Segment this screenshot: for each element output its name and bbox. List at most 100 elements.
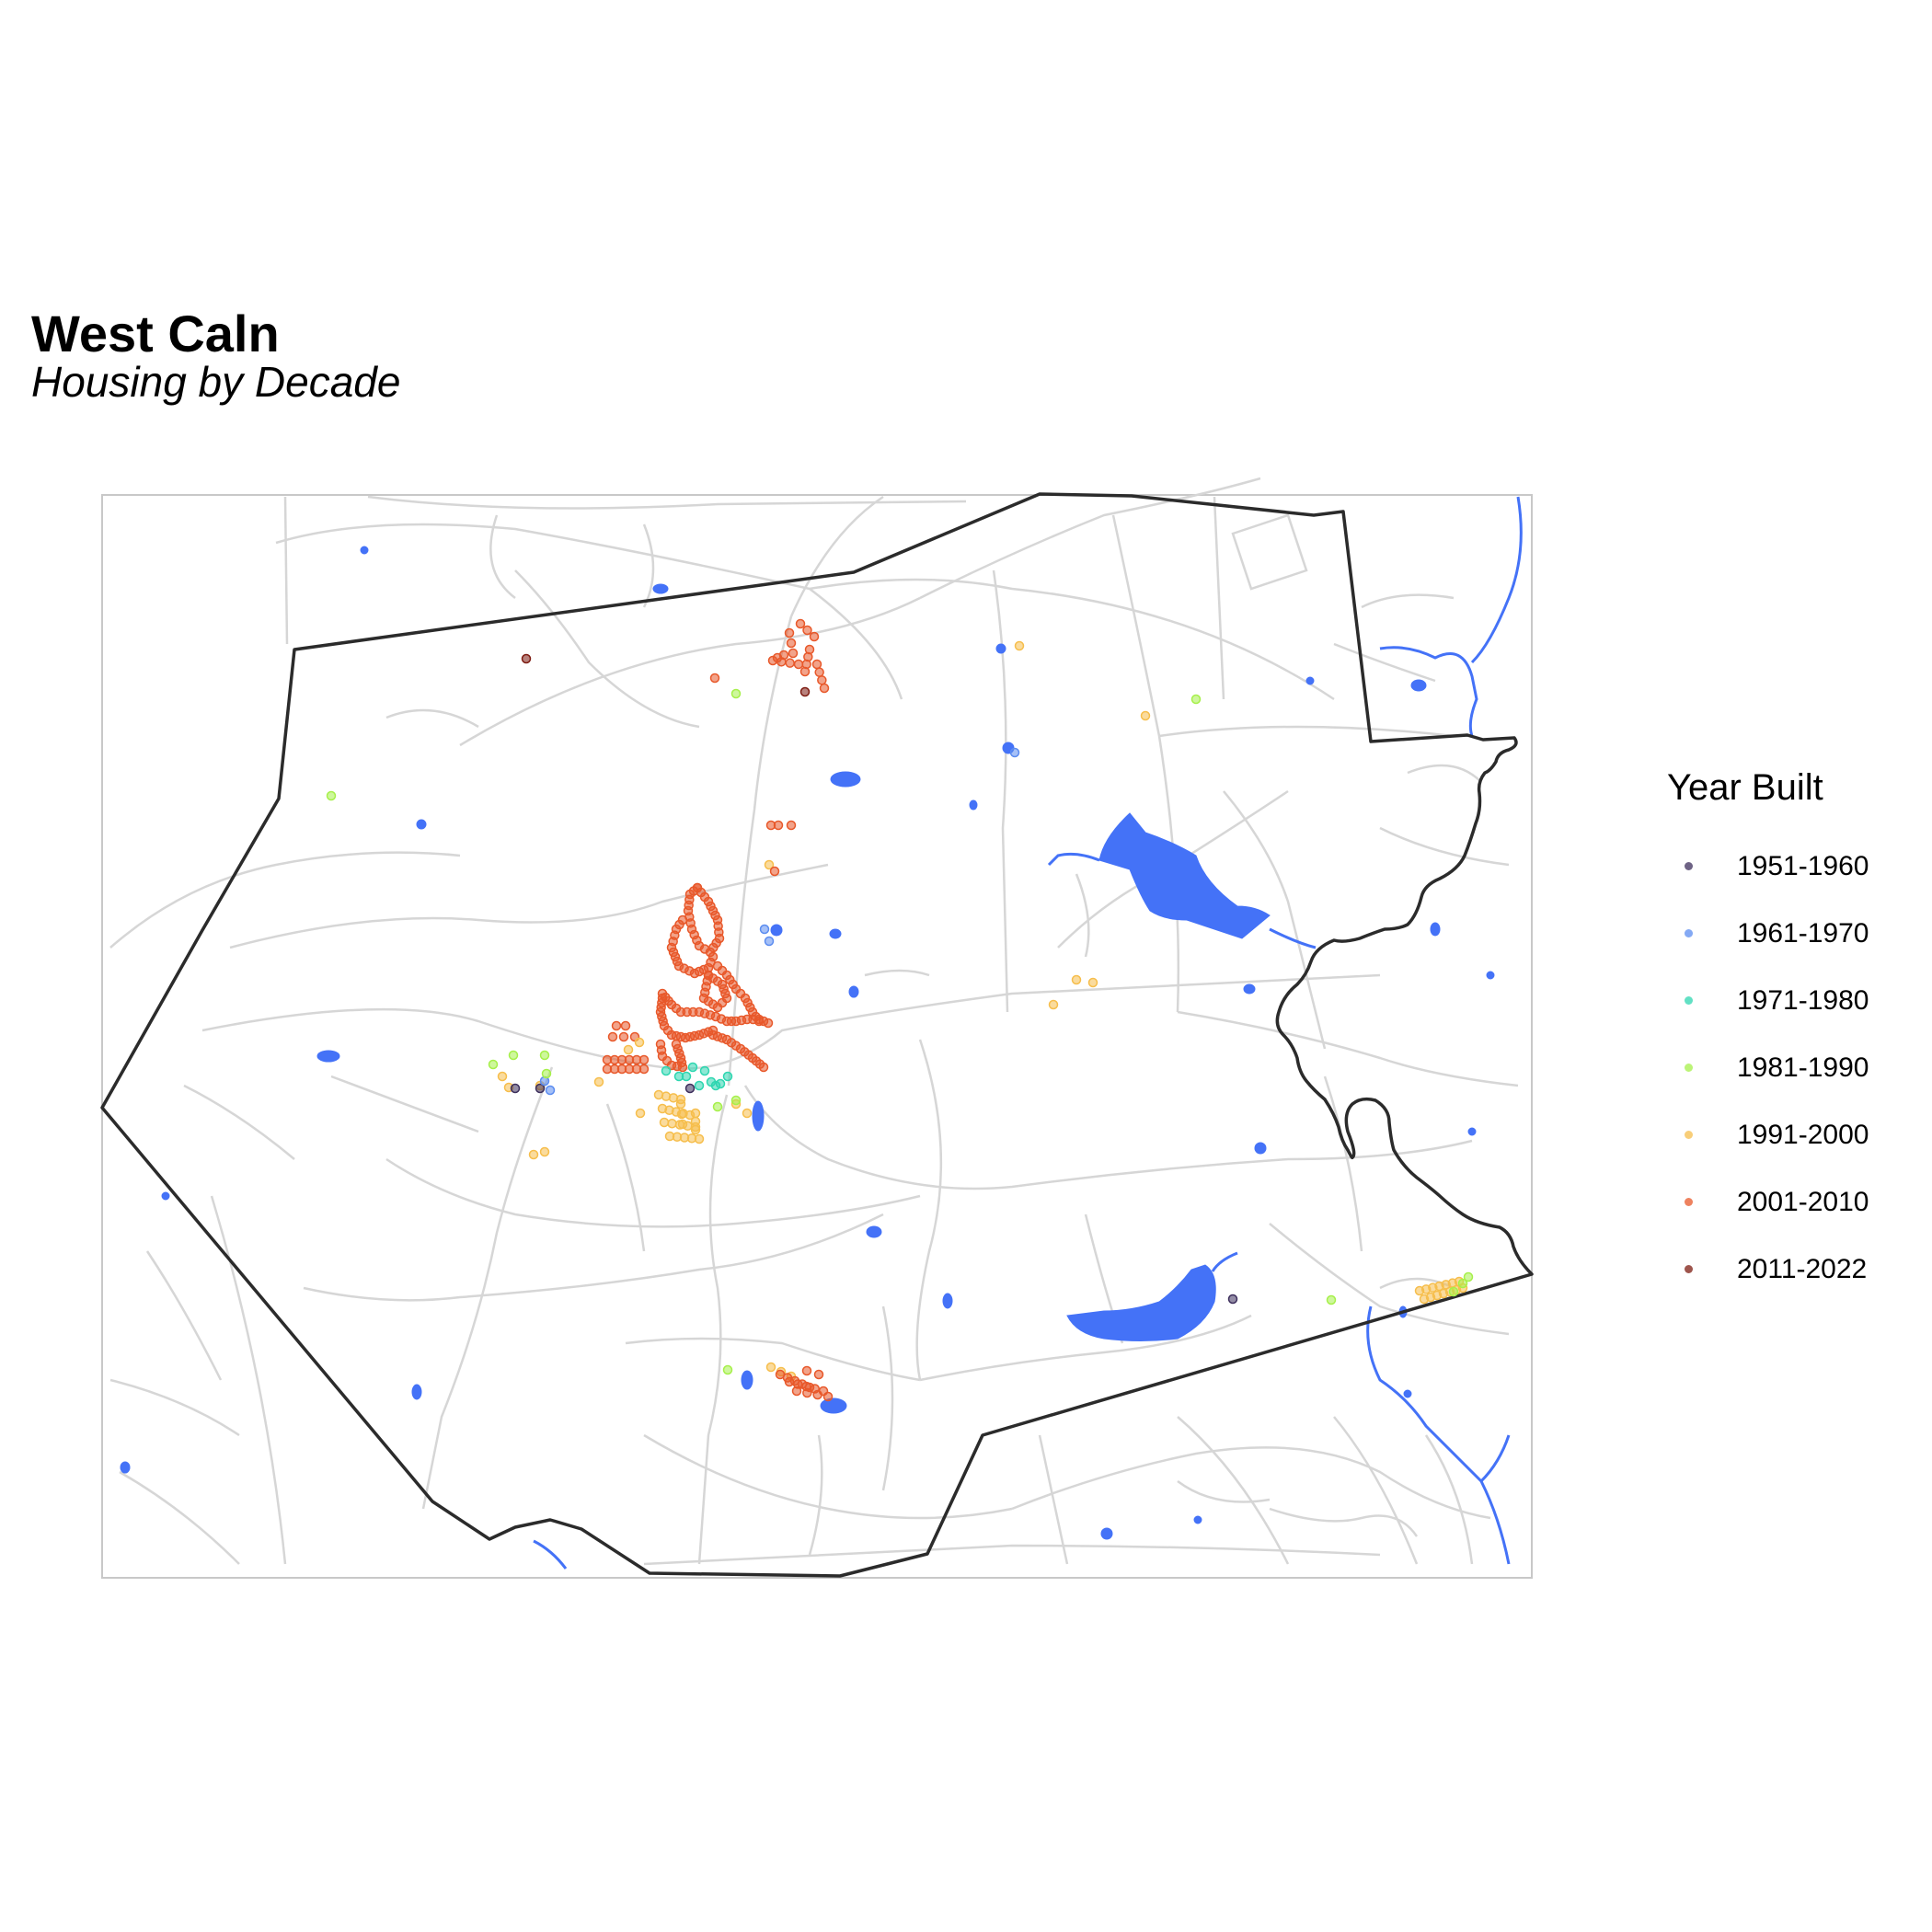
- housing-point: [817, 675, 827, 685]
- housing-point: [508, 1050, 519, 1061]
- housing-point: [763, 1018, 774, 1029]
- housing-point: [620, 1020, 631, 1031]
- housing-point: [799, 686, 811, 697]
- housing-point: [687, 1062, 698, 1073]
- legend-item-1951-1960: 1951-1960: [1667, 833, 1869, 900]
- legend-label: 1991-2000: [1737, 1119, 1869, 1150]
- housing-point: [1048, 999, 1059, 1010]
- legend-item-1991-2000: 1991-2000: [1667, 1101, 1869, 1168]
- housing-point: [822, 1391, 834, 1402]
- housing-point: [528, 1149, 539, 1160]
- map-subtitle: Housing by Decade: [31, 358, 401, 406]
- housing-point: [661, 1065, 672, 1076]
- housing-point: [611, 1020, 622, 1031]
- housing-point: [795, 618, 806, 629]
- housing-point: [593, 1076, 604, 1087]
- housing-point: [535, 1083, 546, 1094]
- reservoir-south-inlet: [1211, 1251, 1238, 1272]
- housing-point: [802, 1387, 812, 1398]
- housing-point: [539, 1050, 550, 1061]
- housing-point: [675, 1098, 686, 1110]
- housing-point: [1140, 710, 1151, 721]
- housing-point: [707, 951, 719, 962]
- legend-swatch: [1684, 996, 1693, 1005]
- housing-point: [814, 667, 824, 677]
- legend-label: 1981-1990: [1737, 1052, 1869, 1083]
- legend-label: 1961-1970: [1737, 917, 1869, 949]
- housing-point: [607, 1031, 618, 1042]
- housing-point: [488, 1059, 499, 1070]
- housing-points: [326, 618, 1474, 1402]
- housing-point: [709, 673, 720, 684]
- housing-point: [690, 1116, 701, 1127]
- housing-point: [793, 659, 804, 670]
- housing-point: [765, 1362, 776, 1373]
- housing-point: [811, 659, 822, 670]
- legend-item-1971-1980: 1971-1980: [1667, 967, 1869, 1034]
- housing-point: [681, 1071, 692, 1082]
- map-frame: [101, 494, 1533, 1579]
- housing-point: [786, 638, 797, 649]
- housing-point: [784, 627, 795, 638]
- housing-point: [1463, 1271, 1474, 1282]
- legend-item-2001-2010: 2001-2010: [1667, 1168, 1869, 1236]
- legend-title: Year Built: [1667, 767, 1823, 808]
- housing-point: [785, 658, 795, 668]
- stream-reservoir-outlet: [1269, 927, 1317, 949]
- reservoir-north-inlet: [1047, 852, 1100, 867]
- housing-point: [813, 1369, 824, 1380]
- housing-point: [799, 666, 811, 677]
- housing-point: [791, 1386, 802, 1397]
- map-title: West Caln: [31, 305, 280, 362]
- legend: Year Built 1951-1960 1961-1970 1971-1980…: [1667, 767, 1869, 1303]
- housing-point: [703, 970, 714, 981]
- housing-point: [638, 1064, 650, 1075]
- housing-point: [1087, 977, 1098, 988]
- housing-point: [541, 1068, 552, 1079]
- housing-point: [326, 790, 337, 801]
- housing-point: [692, 882, 703, 893]
- housing-point: [730, 1095, 742, 1106]
- legend-label: 1971-1980: [1737, 984, 1869, 1016]
- housing-point: [618, 1031, 629, 1042]
- housing-point: [684, 1083, 696, 1094]
- housing-point: [812, 1389, 822, 1400]
- housing-point: [1457, 1278, 1468, 1289]
- housing-point: [801, 1365, 812, 1376]
- housing-point: [758, 1062, 769, 1073]
- housing-point: [545, 1085, 556, 1096]
- housing-point: [742, 1108, 753, 1119]
- housing-point: [769, 866, 780, 877]
- housing-point: [690, 1124, 701, 1135]
- legend-item-1961-1970: 1961-1970: [1667, 900, 1869, 967]
- legend-swatch: [1684, 1131, 1693, 1139]
- housing-point: [802, 625, 812, 636]
- stream-east: [1379, 646, 1478, 737]
- housing-point: [722, 1364, 733, 1375]
- housing-point: [788, 648, 799, 659]
- housing-point: [764, 936, 775, 947]
- housing-point: [655, 1039, 666, 1050]
- housing-point: [623, 1044, 634, 1055]
- legend-swatch: [1684, 1265, 1693, 1273]
- legend-swatch: [1684, 1198, 1693, 1206]
- housing-point: [773, 820, 784, 831]
- housing-point: [694, 1133, 705, 1144]
- housing-point: [1009, 747, 1020, 758]
- housing-point: [764, 859, 775, 870]
- township-boundary: [100, 492, 1534, 1578]
- housing-point: [778, 650, 789, 661]
- stream-east-2: [1470, 496, 1523, 664]
- reservoir-north: [1098, 812, 1271, 939]
- stream-southwest: [533, 1539, 568, 1570]
- legend-swatch: [1684, 1064, 1693, 1072]
- housing-point: [712, 1101, 723, 1112]
- housing-point: [1190, 694, 1202, 705]
- housing-point: [710, 1080, 721, 1091]
- housing-point: [759, 924, 770, 935]
- housing-point: [677, 1119, 688, 1130]
- stream-southeast: [1366, 1305, 1511, 1565]
- housing-point: [521, 653, 532, 664]
- housing-point: [694, 1080, 705, 1091]
- housing-point: [699, 1065, 710, 1076]
